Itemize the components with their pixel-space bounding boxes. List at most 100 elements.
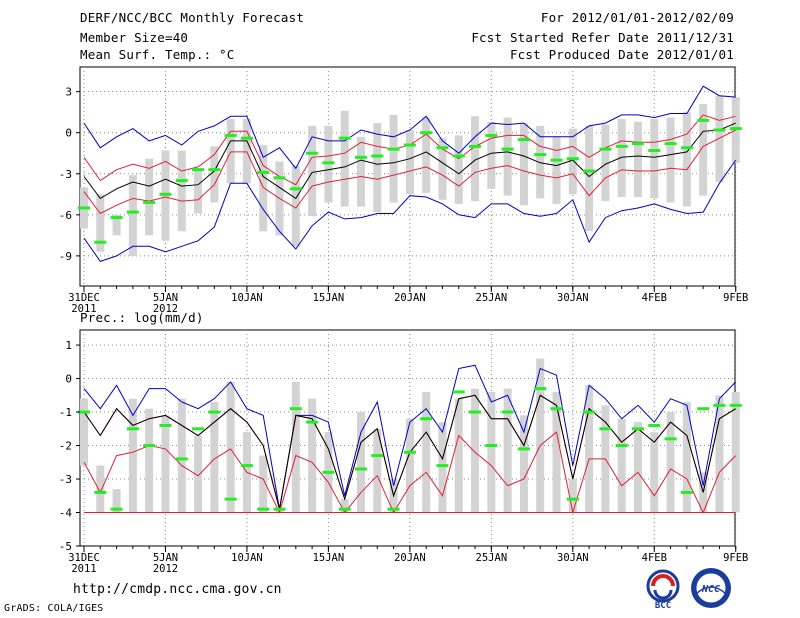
prec-range-bar	[161, 415, 170, 513]
temp-obs-mark	[257, 170, 270, 174]
prec-ytick-label: -2	[59, 440, 72, 453]
temp-range-bar	[177, 150, 186, 232]
prec-range-bar	[422, 391, 431, 513]
temp-range-bar	[536, 125, 545, 199]
prec-obs-mark	[436, 464, 449, 468]
temp-xtick-label: 31DEC	[68, 292, 100, 304]
temp-obs-mark	[94, 240, 107, 244]
temp-line-ensemble-mean	[83, 122, 736, 200]
temp-ytick-label: 0	[65, 127, 72, 140]
prec-obs-mark	[485, 444, 498, 448]
temp-ytick-label: -9	[59, 250, 72, 263]
ncc-logo: NCC	[691, 568, 731, 608]
prec-range-bar	[177, 398, 186, 513]
prec-obs-mark	[224, 497, 237, 501]
temp-range-bar	[259, 145, 268, 232]
temp-range-bar	[699, 103, 708, 196]
prec-obs-mark	[143, 444, 156, 448]
temp-range-bar	[194, 168, 203, 214]
prec-obs-mark	[126, 427, 139, 431]
temp-range-bar	[242, 119, 251, 184]
temp-obs-mark	[240, 136, 253, 140]
prec-range-bar	[96, 465, 105, 513]
prec-obs-mark	[550, 407, 563, 411]
temp-obs-mark	[306, 151, 319, 155]
temp-obs-mark	[485, 133, 498, 137]
prec-obs-mark	[583, 410, 596, 414]
temp-xtick-label: 30JAN	[557, 292, 589, 304]
prec-obs-mark	[566, 497, 579, 501]
grads-credit: GrADS: COLA/IGES	[4, 603, 104, 614]
prec-range-bar	[471, 388, 480, 513]
temp-range-bar	[438, 138, 447, 200]
temp-obs-mark	[566, 157, 579, 161]
temp-obs-mark	[143, 201, 156, 205]
temp-xtick-label: 10JAN	[231, 292, 263, 304]
prec-obs-mark	[517, 447, 530, 451]
forecast-period: For 2012/01/01-2012/02/09	[540, 10, 734, 25]
prec-obs-mark	[175, 457, 188, 461]
temp-obs-mark	[338, 136, 351, 140]
prec-obs-mark	[94, 490, 107, 494]
footer-url[interactable]: http://cmdp.ncc.cma.gov.cn	[73, 582, 282, 597]
prec-range-bar	[112, 489, 121, 513]
prec-range-bar	[715, 395, 724, 513]
temp-xtick-sublabel: 2011	[71, 303, 96, 315]
temp-xtick-label: 15JAN	[313, 292, 345, 304]
prec-range-bar	[585, 385, 594, 513]
temp-obs-mark	[322, 161, 335, 165]
temp-obs-mark	[615, 144, 628, 148]
prec-obs-mark	[338, 507, 351, 511]
bcc-logo: BCC	[646, 569, 680, 610]
temp-obs-mark	[697, 118, 710, 122]
temp-ytick-label: -3	[59, 168, 72, 181]
temp-range-bar	[308, 125, 317, 217]
bcc-logo-text: BCC	[655, 601, 671, 610]
prec-obs-mark	[306, 420, 319, 424]
temp-range-bar	[617, 119, 626, 198]
temp-obs-mark	[175, 179, 188, 183]
prec-range-bar	[308, 398, 317, 513]
temp-range-bar	[210, 146, 219, 203]
temp-xtick-sublabel: 2012	[153, 303, 178, 315]
temp-xtick-label: 20JAN	[394, 292, 426, 304]
prec-range-bar	[194, 435, 203, 513]
prec-obs-mark	[403, 450, 416, 454]
temp-range-bar	[454, 135, 463, 204]
temp-ytick-label: 3	[65, 86, 72, 99]
temp-line-ensemble-max	[83, 85, 736, 170]
temp-range-bar	[519, 123, 528, 206]
prec-range-bar	[487, 391, 496, 513]
temp-range-bar	[601, 124, 610, 202]
temp-obs-mark	[583, 169, 596, 173]
temp-obs-mark	[517, 138, 530, 142]
temp-xtick-label: 25JAN	[476, 292, 508, 304]
prec-obs-mark	[599, 427, 612, 431]
prec-obs-mark	[664, 437, 677, 441]
temp-range-bar	[585, 125, 594, 232]
prec-obs-mark	[371, 454, 384, 458]
prec-xtick-label: 10JAN	[231, 552, 263, 564]
prec-obs-mark	[469, 410, 482, 414]
prec-range-bar	[145, 408, 154, 513]
variable-label: Mean Surf. Temp.: °C	[80, 47, 235, 62]
temp-obs-mark	[664, 142, 677, 146]
prec-obs-mark	[452, 390, 465, 394]
prec-obs-mark	[680, 490, 693, 494]
temp-obs-mark	[469, 144, 482, 148]
prec-range-bar	[731, 391, 740, 513]
prec-obs-mark	[78, 410, 90, 414]
prec-range-bar	[356, 412, 365, 513]
temp-obs-mark	[534, 153, 547, 157]
prec-obs-mark	[208, 410, 221, 414]
temp-range-bar	[568, 128, 577, 195]
prec-xtick-label: 20JAN	[394, 552, 426, 564]
temp-obs-mark	[354, 155, 367, 159]
prec-line-ensemble-max	[83, 364, 737, 510]
prec-range-bar	[291, 381, 300, 513]
prec-obs-mark	[697, 407, 710, 411]
prec-range-bar	[503, 388, 512, 513]
prec-range-bar	[454, 398, 463, 513]
temp-obs-mark	[713, 128, 726, 132]
